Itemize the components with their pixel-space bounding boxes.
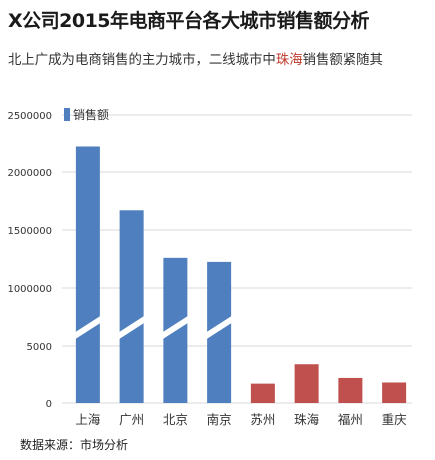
bar-chart: 0 5000 1000000 1500000 2000000 2500000 上海 广州 北京… bbox=[7, 107, 412, 427]
y-tick-label: 5000 bbox=[27, 342, 52, 353]
subtitle-highlight: 珠海 bbox=[275, 53, 303, 68]
bar-5 bbox=[250, 383, 275, 403]
x-category-label: 珠海 bbox=[294, 412, 320, 427]
axis-break-mark bbox=[205, 315, 234, 340]
x-axis-categories: 上海 广州 北京 南京 苏州 珠海 福州 重庆 bbox=[75, 412, 407, 427]
subtitle-text: 北上广成为电商销售的主力城市，二线城市中 bbox=[8, 53, 276, 68]
y-tick-label: 1000000 bbox=[7, 284, 52, 295]
x-category-label: 广州 bbox=[119, 412, 144, 427]
x-category-label: 福州 bbox=[338, 412, 363, 427]
bar-1 bbox=[75, 146, 100, 404]
axis-break-mark bbox=[161, 315, 190, 340]
y-tick-label: 2000000 bbox=[7, 168, 52, 179]
y-tick-label: 1500000 bbox=[7, 226, 52, 237]
x-category-label: 重庆 bbox=[382, 412, 408, 427]
legend: 销售额 bbox=[64, 107, 109, 122]
axis-break-mark bbox=[73, 315, 102, 340]
bar-7 bbox=[338, 377, 363, 403]
gridlines bbox=[62, 114, 412, 404]
legend-label: 销售额 bbox=[73, 107, 109, 122]
y-tick-label: 0 bbox=[46, 399, 52, 410]
bar-2 bbox=[119, 210, 144, 403]
y-tick-label: 2500000 bbox=[7, 111, 52, 122]
axis-break-marks bbox=[73, 315, 234, 340]
x-category-label: 北京 bbox=[163, 412, 188, 427]
y-axis-ticks: 0 5000 1000000 1500000 2000000 2500000 bbox=[7, 111, 52, 410]
chart-title: X公司2015年电商平台各大城市销售额分析 bbox=[8, 10, 370, 32]
axis-break-mark bbox=[117, 315, 146, 340]
x-category-label: 上海 bbox=[75, 412, 101, 427]
bars bbox=[75, 146, 407, 404]
x-category-label: 南京 bbox=[207, 412, 232, 427]
data-source: 数据来源：市场分析 bbox=[20, 438, 129, 452]
legend-swatch bbox=[64, 108, 70, 121]
x-category-label: 苏州 bbox=[250, 412, 275, 427]
subtitle-text-end: 销售额紧随其 bbox=[302, 53, 383, 68]
chart-subtitle: 北上广成为电商销售的主力城市，二线城市中珠海销售额紧随其 bbox=[8, 48, 383, 68]
bar-6 bbox=[294, 364, 319, 403]
bar-8 bbox=[382, 382, 407, 403]
